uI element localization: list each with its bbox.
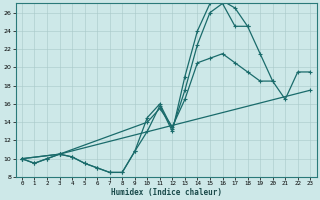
X-axis label: Humidex (Indice chaleur): Humidex (Indice chaleur) (111, 188, 221, 197)
